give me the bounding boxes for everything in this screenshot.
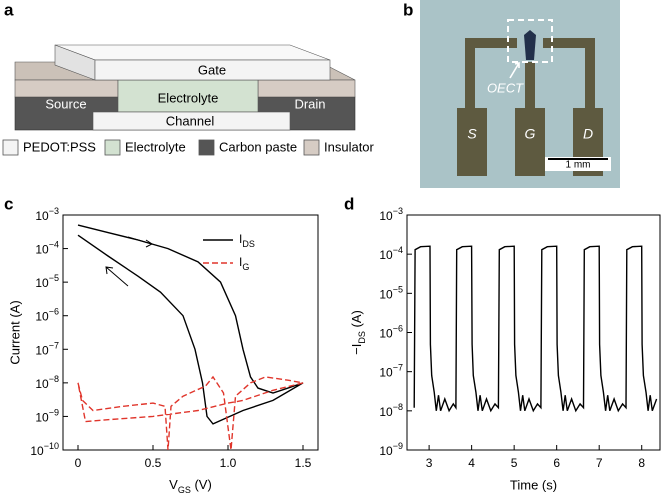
channel-label: Channel [166,113,215,128]
x-tick-label: 0 [75,456,82,470]
legend-swatch [2,139,19,156]
x-tick-label: 4 [468,456,475,470]
oect-spot [524,30,536,60]
arrow [509,61,520,79]
legend: PEDOT:PSS Electrolyte Carbon paste Insulato… [2,139,375,156]
x-axis-label: VGS (V) [169,477,212,495]
series-line [77,224,304,425]
x-tick-label: 3 [426,456,433,470]
source-label: Source [45,96,86,111]
y-tick-label: 10−4 [35,240,59,257]
drain-label: Drain [294,96,325,111]
panel-label: d [344,194,354,213]
zoom-box [507,19,553,63]
series-line [77,375,304,451]
legend-label: Electrolyte [125,139,186,154]
x-tick-label: 1.5 [295,456,312,470]
y-tick-label: 10−10 [30,441,59,458]
electrodes [457,38,603,176]
y-tick-label: 10−9 [35,408,59,425]
device-label: OECT [487,80,524,95]
y-tick-label: 10−5 [35,274,59,291]
gate-label: Gate [198,62,226,77]
y-tick-label: 10−3 [35,206,59,223]
channel-block [92,111,291,131]
x-tick-label: 5 [511,456,518,470]
x-axis-label: Time (s) [510,477,557,492]
panel-label: a [4,0,14,19]
scale-bar-bg [545,157,611,171]
legend-swatch [198,139,215,156]
legend-label: IDS [239,232,255,249]
x-tick-label: 0.5 [145,456,162,470]
insulator-left [14,79,119,98]
pad-label: G [525,126,536,142]
sweep-arrow [105,266,129,287]
x-tick-label: 7 [596,456,603,470]
legend-swatch [104,139,121,156]
pad-label: S [467,126,477,142]
legend-swatch [303,139,320,156]
y-tick-label: 10−6 [379,324,403,341]
panel-label: c [4,194,13,213]
y-tick-label: 10−9 [379,441,403,458]
y-tick-label: 10−7 [35,341,59,358]
y-tick-label: 10−6 [35,307,59,324]
y-tick-label: 10−8 [379,402,403,419]
y-axis-label: Current (A) [7,300,22,364]
legend-label: IG [239,255,249,272]
y-tick-label: 10−7 [379,363,403,380]
electrolyte-label: Electrolyte [158,90,219,105]
scale-bar-label: 1 mm [566,160,591,171]
y-axis-label: −IDS (A) [349,310,367,355]
x-tick-label: 6 [553,456,560,470]
plot-frame [62,214,319,451]
pad-label: D [583,126,593,142]
legend-label: Insulator [324,139,375,154]
panel-label: b [403,0,413,19]
x-tick-label: 8 [638,456,645,470]
plot-frame [406,214,661,451]
y-tick-label: 10−8 [35,374,59,391]
x-tick-label: 1.0 [220,456,237,470]
gate-top [54,44,331,61]
y-tick-label: 10−4 [379,246,403,263]
legend-label: PEDOT:PSS [23,139,96,154]
series-line [413,245,658,413]
gate-front [94,59,331,81]
y-tick-label: 10−3 [379,206,403,223]
insulator-right [257,79,356,98]
legend-label: Carbon paste [219,139,297,154]
y-tick-label: 10−5 [379,285,403,302]
